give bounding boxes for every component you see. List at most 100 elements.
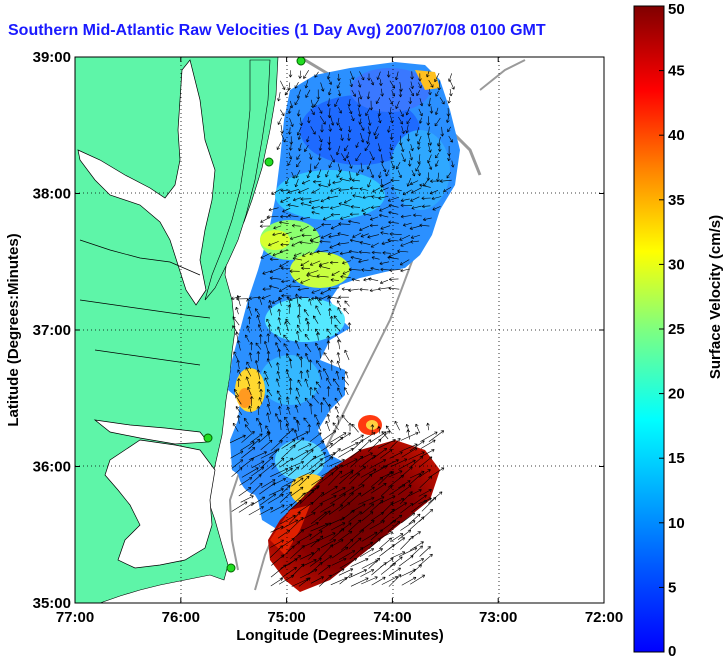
velocity-vector (420, 431, 438, 442)
velocity-vector (410, 196, 420, 202)
velocity-vector (359, 187, 369, 191)
velocity-vector (288, 499, 302, 512)
velocity-vector (380, 225, 391, 230)
velocity-vector (293, 429, 299, 440)
velocity-vector (281, 293, 292, 298)
velocity-vector (348, 267, 361, 272)
velocity-vector (370, 511, 384, 522)
velocity-vector (295, 293, 299, 305)
velocity-vector (430, 179, 441, 183)
velocity-vector (435, 90, 439, 97)
velocity-vector (396, 162, 401, 170)
velocity-vector (417, 142, 421, 150)
velocity-vector (443, 186, 452, 192)
velocity-vector (351, 423, 359, 433)
velocity-vector (400, 198, 410, 203)
velocity-vector (287, 159, 292, 166)
velocity-vector (349, 71, 355, 80)
velocity-vector (291, 223, 301, 228)
velocity-vector (349, 466, 366, 479)
velocity-vector (289, 100, 294, 109)
velocity-vector (372, 187, 381, 193)
velocity-vector (298, 295, 309, 300)
x-tick-label: 74:00 (373, 609, 411, 626)
velocity-vector (348, 484, 365, 495)
velocity-vector (400, 503, 414, 514)
velocity-vector (358, 90, 363, 100)
velocity-vector (294, 82, 299, 89)
velocity-vector (316, 422, 321, 432)
velocity-vector (320, 289, 330, 295)
velocity-vector (351, 89, 356, 97)
velocity-vector (288, 143, 293, 151)
velocity-vector (329, 539, 344, 548)
velocity-vector (306, 273, 319, 278)
velocity-vector (428, 80, 434, 88)
velocity-vector (340, 442, 359, 452)
velocity-vector (411, 205, 422, 210)
velocity-vector (431, 196, 442, 201)
velocity-vector (280, 214, 289, 219)
velocity-vector (259, 507, 274, 515)
velocity-vector (370, 424, 375, 434)
radar-station-marker (296, 57, 306, 66)
velocity-vector (419, 98, 424, 107)
velocity-vector (312, 225, 322, 231)
velocity-vector (271, 554, 285, 566)
velocity-vector (244, 424, 252, 433)
velocity-vector (398, 116, 403, 125)
velocity-vector (239, 477, 253, 486)
velocity-vector (368, 557, 381, 569)
velocity-vector (410, 144, 414, 152)
velocity-vector (249, 482, 263, 496)
velocity-vector (274, 413, 280, 422)
velocity-vector (332, 422, 339, 431)
velocity-vector (271, 188, 282, 195)
velocity-vector (289, 118, 294, 127)
pamlico-sound (104, 439, 216, 569)
bathymetry-contour (479, 59, 526, 91)
velocity-vector (277, 91, 281, 102)
velocity-vector (357, 107, 362, 117)
velocity-vector (287, 106, 292, 114)
velocity-vector (230, 450, 244, 459)
velocity-vector (325, 420, 330, 432)
velocity-vector (263, 340, 269, 352)
velocity-vector (400, 520, 416, 531)
velocity-vector (255, 342, 262, 350)
velocity-vector (326, 377, 332, 386)
velocity-vector (328, 504, 344, 515)
velocity-vector (245, 376, 251, 387)
velocity-vector (364, 143, 371, 152)
velocity-vector (420, 439, 436, 449)
velocity-vector (388, 203, 399, 208)
velocity-vector (434, 72, 440, 83)
velocity-vector (370, 500, 384, 513)
velocity-vector (267, 494, 284, 504)
velocity-vector (304, 352, 309, 362)
colorbar-tick-label: 35 (668, 192, 685, 209)
velocity-vector (294, 97, 300, 106)
velocity-vector (326, 386, 331, 397)
velocity-vector (388, 220, 399, 225)
velocity-vector (348, 249, 359, 254)
velocity-vector (419, 476, 433, 489)
velocity-vector (448, 73, 452, 82)
velocity-vector (327, 308, 332, 316)
velocity-vector (398, 555, 414, 567)
velocity-vector (249, 341, 254, 351)
velocity-vector (289, 437, 305, 449)
velocity-vector (272, 252, 282, 257)
velocity-vector (371, 576, 386, 586)
velocity-vector (259, 482, 276, 495)
velocity-vector (261, 294, 271, 300)
velocity-vector (289, 296, 300, 302)
colorbar-tick-label: 10 (668, 515, 685, 532)
velocity-vector (390, 160, 395, 169)
velocity-vector (278, 574, 295, 585)
velocity-vector (315, 296, 323, 306)
velocity-vector (335, 370, 340, 380)
velocity-vector (348, 107, 353, 115)
velocity-vector (389, 451, 403, 459)
velocity-vector (280, 503, 293, 514)
